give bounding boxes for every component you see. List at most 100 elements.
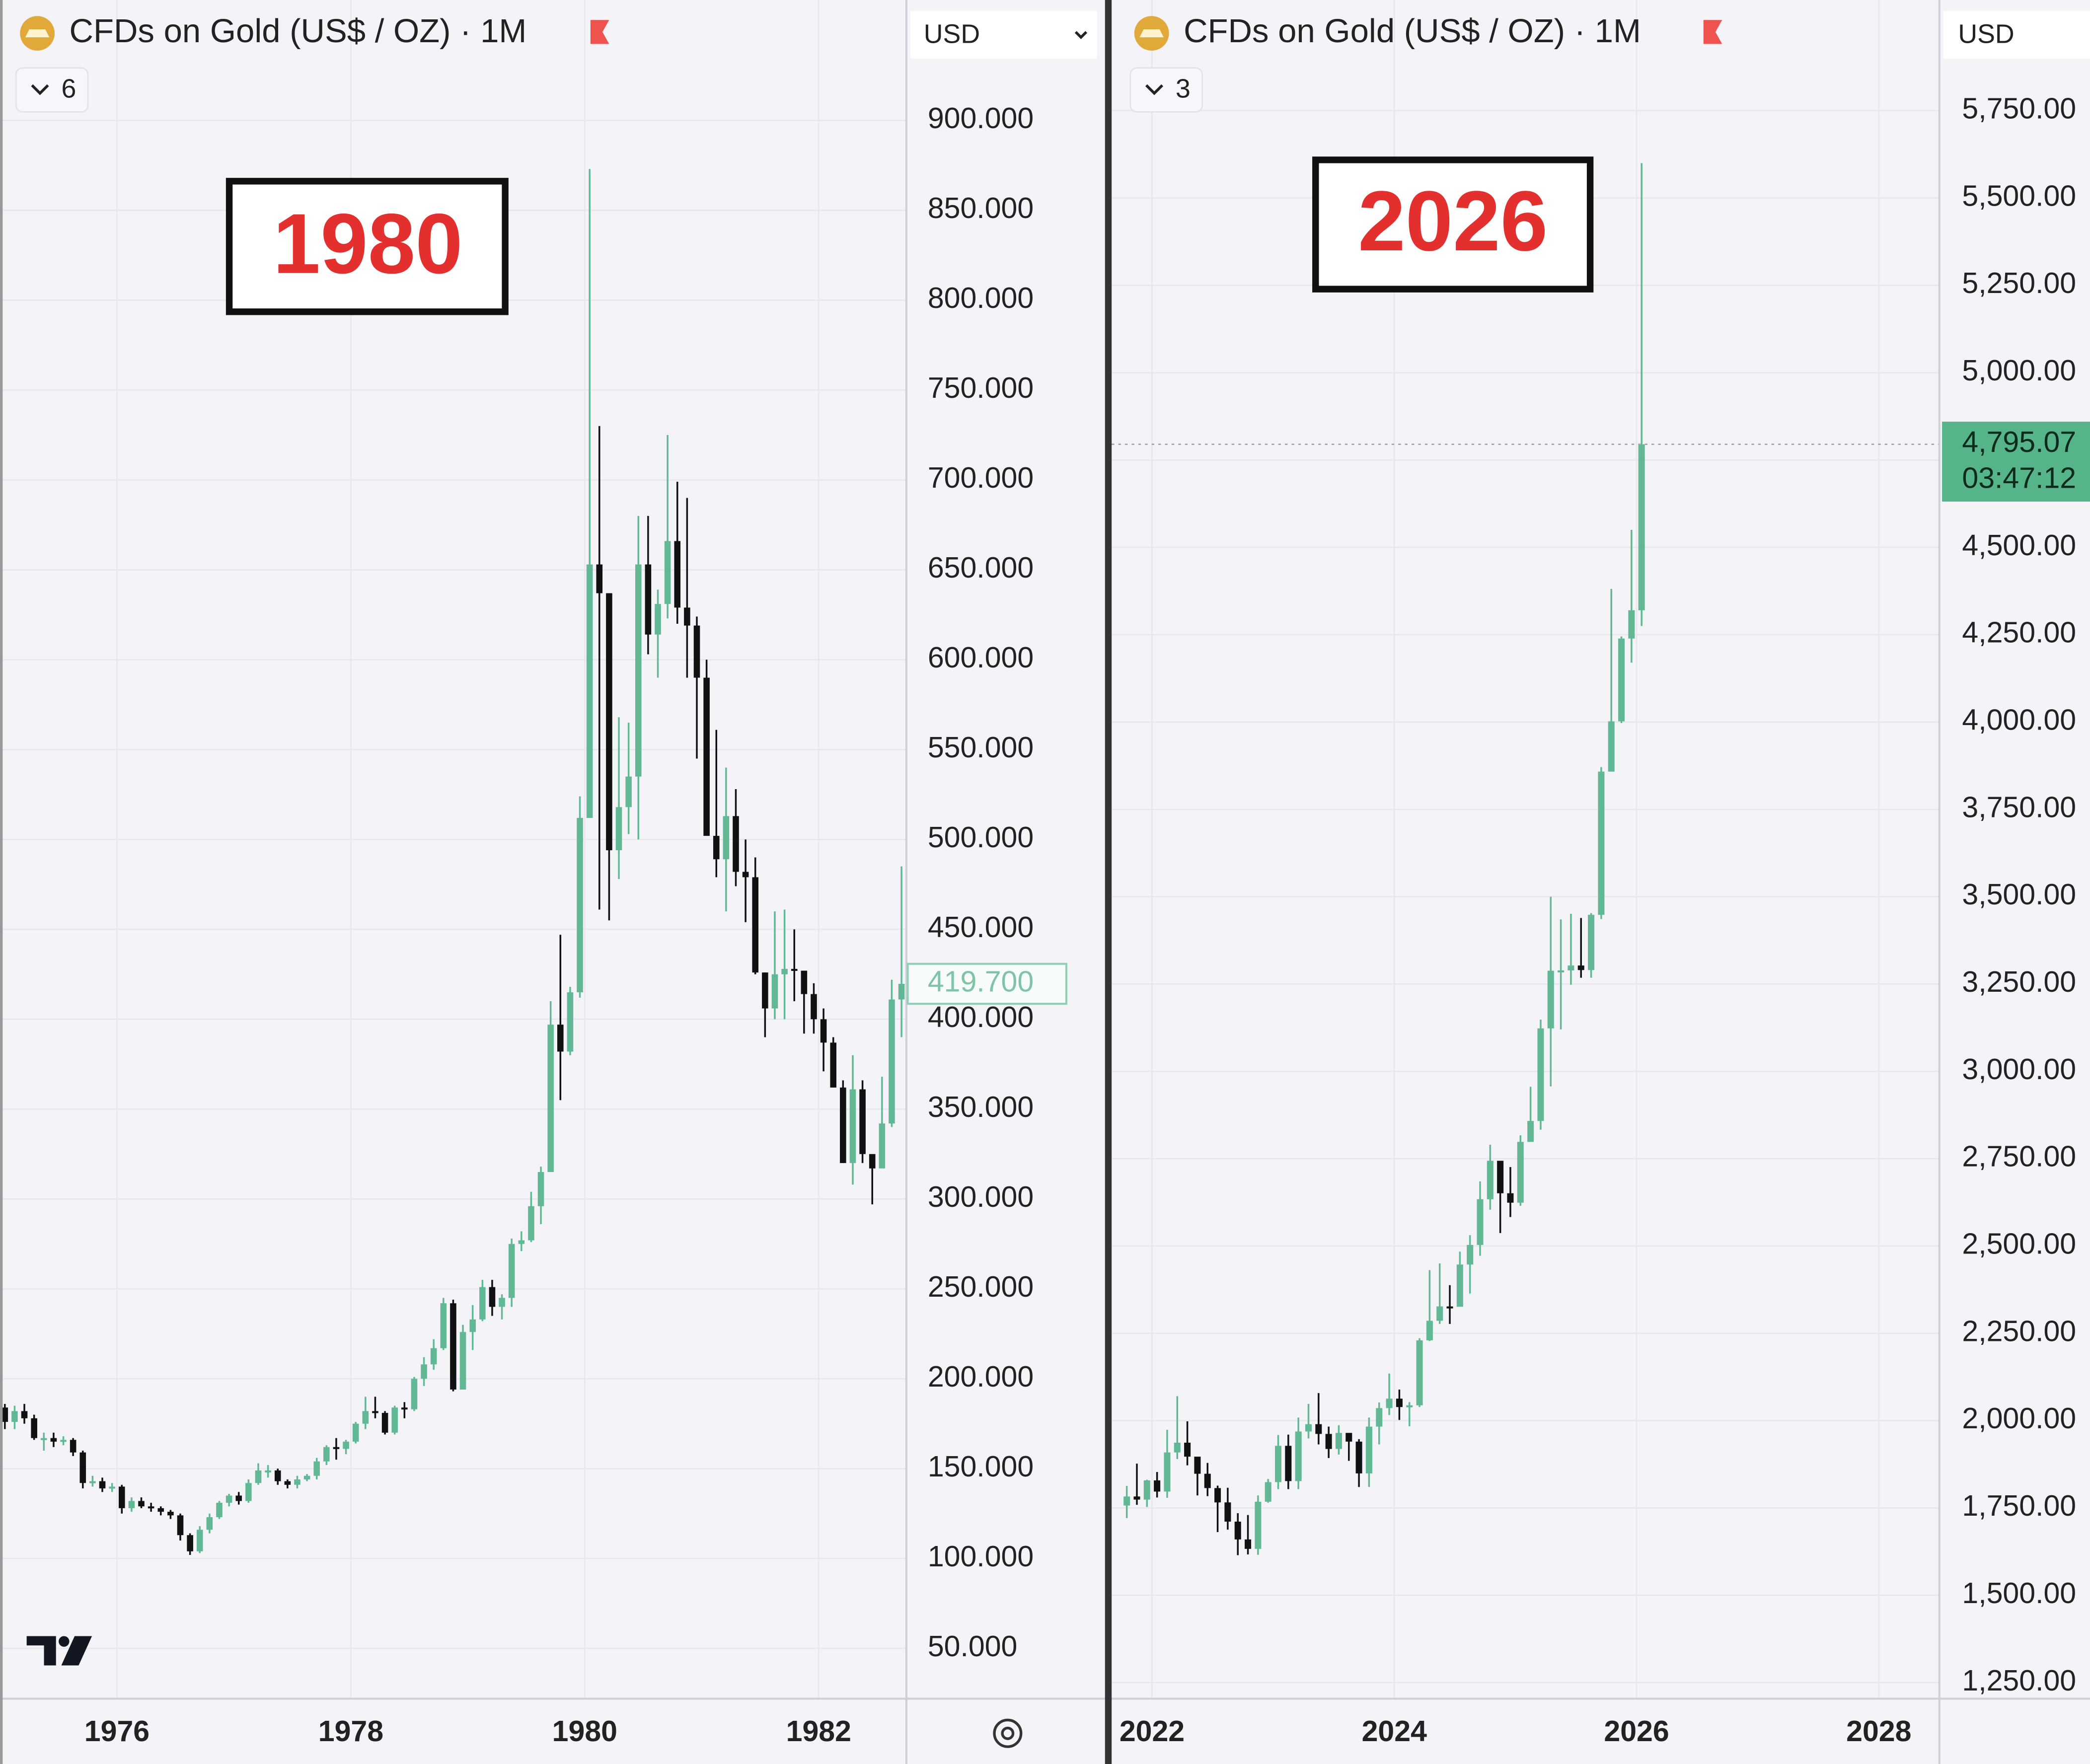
annotation-box: [1312, 156, 1594, 293]
candle-body: [109, 1486, 115, 1489]
chevron: [31, 84, 49, 95]
candle-body: [1365, 1426, 1372, 1473]
candle-body: [674, 541, 681, 608]
candle-body: [1285, 1446, 1292, 1481]
candle-body: [1214, 1488, 1221, 1503]
y-tick-label: 350.000: [928, 1091, 1034, 1123]
x-tick-label: 1982: [786, 1715, 851, 1748]
chart-title: CFDs on Gold (US$ / OZ) · 1M: [70, 12, 527, 50]
candle-body: [1355, 1441, 1362, 1473]
candle-body: [469, 1319, 476, 1332]
indicator-toggle[interactable]: [15, 67, 89, 113]
candle-body: [60, 1440, 67, 1442]
candle-body: [1577, 965, 1584, 970]
y-tick-label: 850.000: [928, 192, 1034, 224]
annotation: 1980: [273, 197, 463, 292]
chart-title: CFDs on Gold (US$ / OZ) · 1M: [1184, 12, 1641, 50]
candle-body: [381, 1413, 388, 1433]
y-tick-label: 750.000: [928, 371, 1034, 404]
candle-body: [1255, 1501, 1262, 1549]
candle-body: [177, 1515, 184, 1536]
x-tick-label: 1980: [552, 1715, 617, 1748]
candle-body: [1325, 1434, 1332, 1449]
candle-body: [752, 877, 759, 973]
candle-body: [274, 1470, 281, 1481]
candle-body: [206, 1517, 213, 1530]
candle-body: [596, 564, 603, 593]
candle-body: [499, 1298, 505, 1307]
candle-body: [99, 1481, 106, 1489]
candle-body: [1295, 1431, 1302, 1481]
candle-body: [1376, 1408, 1383, 1427]
indicator-toggle[interactable]: [1129, 67, 1203, 113]
candle-body: [811, 994, 817, 1020]
y-tick-label: 3,750.00: [1962, 791, 2076, 823]
candle-body: [1477, 1199, 1484, 1245]
settings-icon-center: [1001, 1726, 1015, 1740]
candle-body: [31, 1418, 37, 1438]
candle-body: [450, 1303, 456, 1390]
candle-body: [801, 970, 808, 994]
y-tick-label: 1,500.00: [1962, 1577, 2076, 1610]
indicator-count: 3: [1176, 74, 1191, 104]
candle-body: [303, 1475, 310, 1479]
candle-body: [1638, 444, 1645, 610]
y-tick-label: 600.000: [928, 641, 1034, 674]
x-tick-label: 2024: [1362, 1715, 1427, 1748]
candle-body: [791, 968, 798, 971]
candle-body: [225, 1495, 232, 1503]
candle-body: [615, 807, 622, 851]
candle-body: [733, 816, 739, 872]
candle-body: [869, 1154, 876, 1169]
flag-icon[interactable]: [1698, 20, 1722, 44]
candle-body: [440, 1303, 447, 1348]
settings-icon[interactable]: [993, 1718, 1023, 1748]
candle-body: [128, 1501, 135, 1508]
currency: USD: [924, 19, 980, 49]
candle-body: [1487, 1161, 1493, 1199]
y-tick-label: 2,250.00: [1962, 1315, 2076, 1347]
candle-body: [479, 1287, 486, 1320]
candle-body: [323, 1447, 330, 1462]
y-tick-label: 400.000: [928, 1001, 1034, 1033]
tradingview-logo[interactable]: [26, 1636, 92, 1666]
panel-border: [0, 0, 3, 1764]
candle-body: [421, 1364, 427, 1379]
candle-body: [50, 1438, 57, 1442]
candle-body: [167, 1512, 174, 1516]
candle-body: [645, 564, 652, 635]
candle-body: [1436, 1306, 1443, 1321]
candle-body: [235, 1495, 242, 1501]
candle-body: [1315, 1424, 1322, 1434]
candle-body: [430, 1348, 437, 1365]
candle-body: [1, 1407, 8, 1422]
candle-body: [713, 836, 720, 860]
currency-select[interactable]: [910, 10, 1097, 59]
candle-body: [187, 1535, 193, 1551]
candle-body: [898, 984, 905, 1000]
currency-select[interactable]: [1943, 10, 2090, 59]
candle-body: [1608, 721, 1615, 772]
candle-body: [1537, 1028, 1544, 1121]
candle-body: [1568, 965, 1574, 970]
candle-body: [1123, 1496, 1130, 1506]
y-tick-label: 500.000: [928, 821, 1034, 854]
flag-icon[interactable]: [585, 20, 609, 44]
y-tick-label: 900.000: [928, 102, 1034, 135]
candle-body: [1396, 1398, 1403, 1407]
candle-body: [655, 604, 661, 635]
candle-body: [1456, 1264, 1463, 1307]
y-tick-label: 4,250.00: [1962, 616, 2076, 649]
candle-body: [508, 1244, 515, 1298]
candle-body: [849, 1089, 856, 1163]
candle-body: [771, 974, 778, 1009]
tradingview-logo-dot: [59, 1636, 70, 1647]
candle-body: [840, 1087, 846, 1163]
candle-body: [79, 1452, 86, 1483]
x-tick-label: 1978: [318, 1715, 383, 1748]
candle-body: [148, 1506, 154, 1509]
candle-body: [889, 999, 895, 1124]
candle-body: [1204, 1473, 1211, 1488]
y-tick-label: 450.000: [928, 911, 1034, 944]
